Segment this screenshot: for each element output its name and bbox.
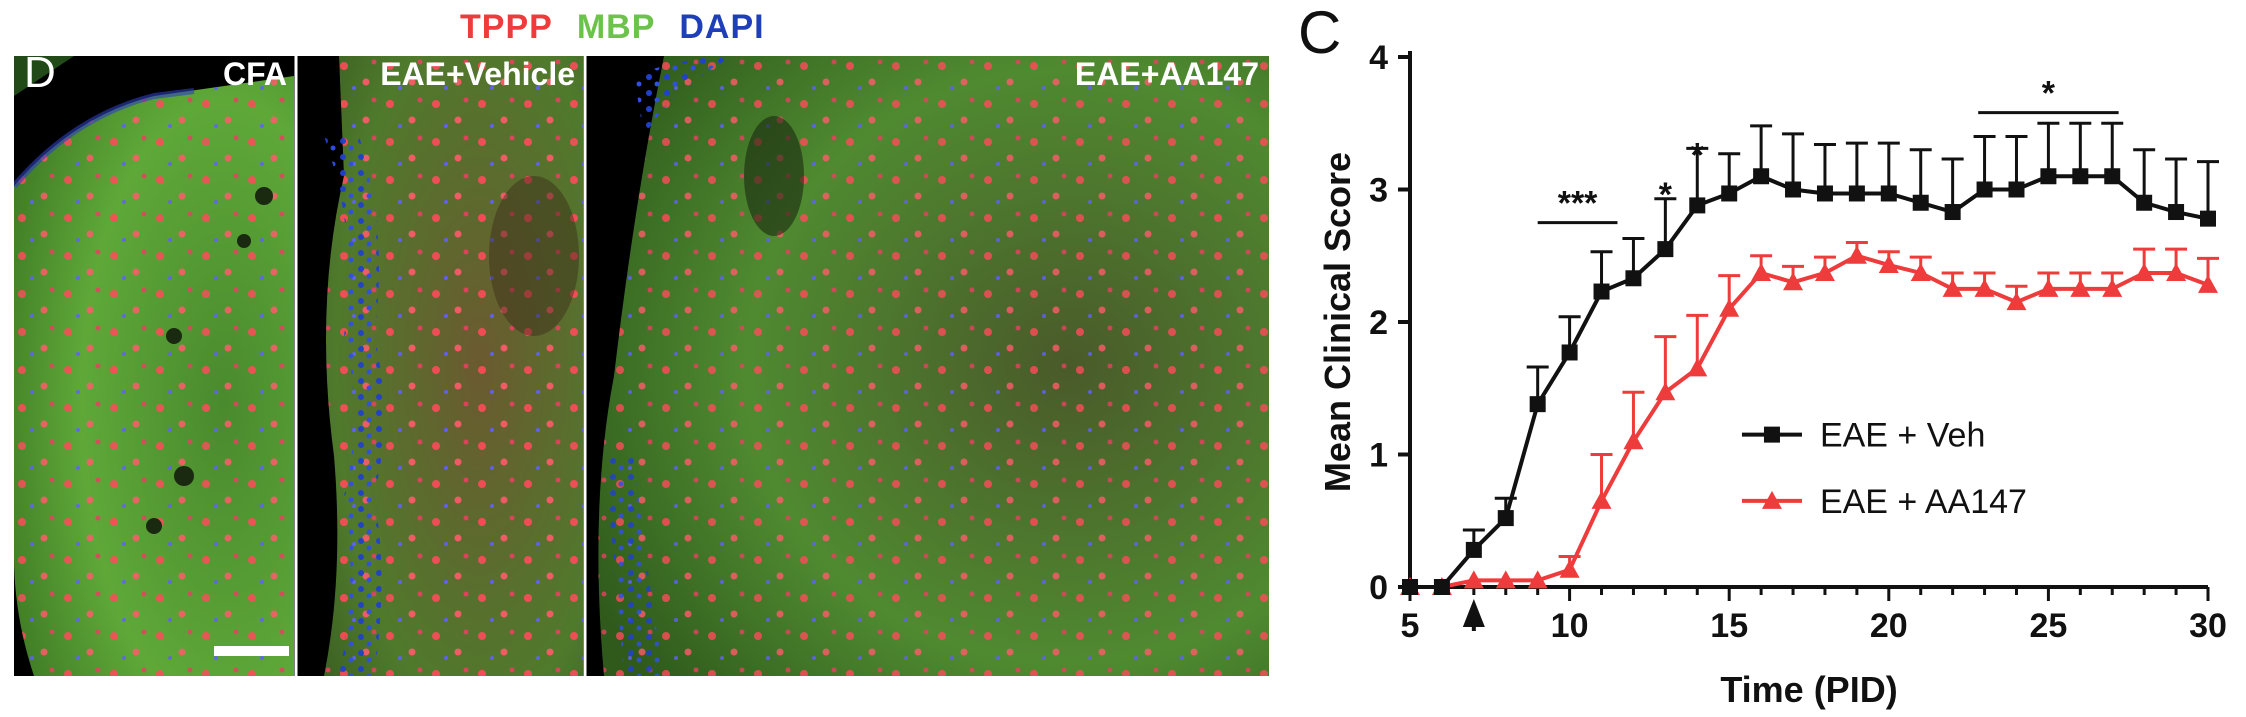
data-point (1433, 579, 1450, 595)
panel-cfa (14, 56, 294, 676)
data-point (2040, 168, 2057, 185)
y-tick-label: 0 (1369, 569, 1388, 607)
data-point (1465, 541, 1482, 558)
y-tick-label: 3 (1369, 172, 1388, 210)
data-point (1687, 358, 1708, 377)
data-point (1402, 579, 1418, 595)
data-point (1561, 344, 1578, 361)
panel-title-eae-vehicle: EAE+Vehicle (380, 56, 575, 92)
clinical-score-chart: 0 1 2 3 4 5 10 15 20 25 30 Time (PID) Mean Clinical … (1317, 39, 2227, 710)
significance-label: * (1659, 176, 1673, 214)
y-tick-label: 2 (1369, 304, 1388, 342)
data-point (1910, 262, 1931, 281)
panel-title-cfa: CFA (223, 56, 287, 92)
data-point (2006, 292, 2027, 311)
data-point (1657, 241, 1674, 258)
data-point (1529, 396, 1546, 413)
data-point (1753, 168, 1770, 185)
stain-legend: TPPP MBP DAPI (460, 8, 789, 47)
data-point (1878, 255, 1899, 274)
data-point (2070, 278, 2091, 297)
x-tick-label: 5 (1401, 607, 1420, 645)
data-point (1814, 262, 1835, 281)
data-point (1816, 185, 1833, 202)
data-point (2200, 210, 2216, 227)
data-point (2102, 278, 2123, 297)
data-point (1655, 382, 1676, 401)
data-point (2072, 168, 2089, 185)
data-point (1880, 185, 1897, 202)
data-point (1719, 298, 1740, 317)
data-point (2198, 274, 2218, 293)
data-point (1591, 490, 1612, 509)
y-tick-label: 1 (1369, 437, 1388, 475)
data-point (1527, 570, 1548, 589)
x-axis-label: Time (PID) (1720, 669, 1897, 710)
data-point (2008, 181, 2025, 198)
significance-label: *** (1558, 185, 1598, 223)
data-point (2168, 204, 2185, 221)
legend-label: EAE + AA147 (1820, 483, 2027, 521)
treatment-arrow-icon (1462, 599, 1485, 627)
data-point (2136, 194, 2153, 211)
significance-label: * (2042, 75, 2056, 113)
data-point (2134, 262, 2155, 281)
data-point (1942, 278, 1963, 297)
legend-marker (1761, 490, 1782, 509)
x-tick-label: 30 (2189, 607, 2227, 645)
data-point (1846, 245, 1867, 264)
data-point (1495, 570, 1516, 589)
micrograph-image (14, 56, 1269, 676)
data-point (1559, 559, 1580, 578)
x-tick-label: 10 (1551, 607, 1589, 645)
data-point (1976, 181, 1993, 198)
data-point (1623, 431, 1644, 450)
stain-label-mbp: MBP (576, 8, 656, 46)
legend-label: EAE + Veh (1820, 417, 1985, 455)
data-point (1944, 204, 1961, 221)
data-point (1783, 272, 1804, 291)
panel-eae-aa147 (587, 56, 1269, 676)
data-point (1689, 197, 1706, 214)
x-tick-label: 15 (1710, 607, 1748, 645)
data-point (1463, 570, 1484, 589)
x-tick-label: 25 (2029, 607, 2067, 645)
data-point (1721, 185, 1738, 202)
panel-letter-c: C (1298, 0, 1342, 66)
data-point (1848, 185, 1865, 202)
data-point (1974, 278, 1995, 297)
stain-label-tppp: TPPP (460, 8, 553, 46)
data-point (1751, 262, 1772, 281)
data-point (1593, 283, 1610, 300)
data-point (1625, 270, 1642, 287)
scale-bar (214, 646, 289, 656)
x-tick-label: 20 (1870, 607, 1908, 645)
panel-title-eae-aa147: EAE+AA147 (1074, 56, 1259, 92)
micrograph-composite: D CFA EAE+Vehicle EAE+AA147 (14, 56, 1269, 676)
series-line (1410, 253, 2209, 589)
data-point (2104, 168, 2121, 185)
y-axis-label: Mean Clinical Score (1317, 152, 1358, 492)
panel-letter-d: D (24, 56, 56, 97)
data-point (1912, 194, 1929, 211)
significance-label: * (1691, 136, 1705, 174)
series-line (1410, 174, 2209, 589)
legend-marker (1763, 426, 1780, 443)
data-point (1497, 510, 1514, 527)
data-point (2166, 262, 2187, 281)
stain-label-dapi: DAPI (679, 8, 765, 46)
data-point (1785, 181, 1802, 198)
y-tick-label: 4 (1369, 39, 1388, 77)
panel-eae-vehicle (298, 56, 583, 676)
data-point (2038, 278, 2059, 297)
